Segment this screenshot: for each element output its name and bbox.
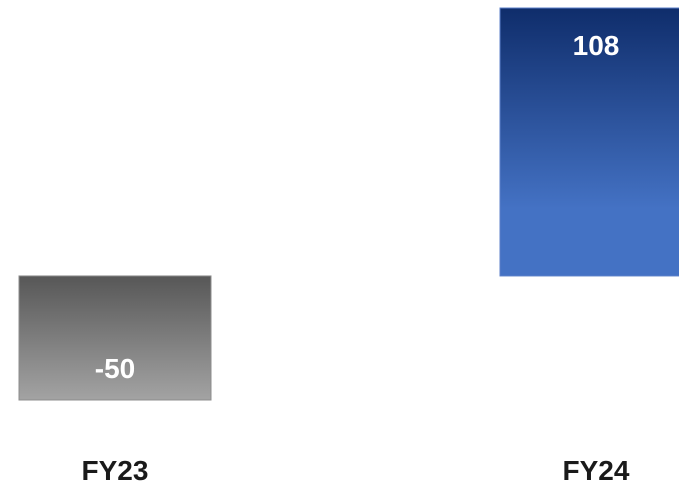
bars-group <box>18 7 679 401</box>
data-label-fy24: 108 <box>573 30 620 61</box>
category-label-fy23: FY23 <box>82 455 149 486</box>
labels-group: -50 FY23 108 FY24 <box>82 30 630 486</box>
data-label-fy23: -50 <box>95 353 135 384</box>
category-label-fy24: FY24 <box>563 455 630 486</box>
bar-fy24 <box>499 7 679 277</box>
bar-fy23 <box>18 275 212 401</box>
